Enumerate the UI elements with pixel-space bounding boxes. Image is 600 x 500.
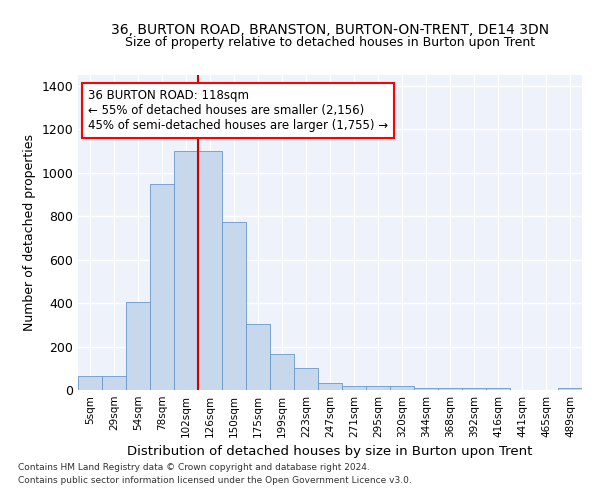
X-axis label: Distribution of detached houses by size in Burton upon Trent: Distribution of detached houses by size … (127, 446, 533, 458)
Bar (558, 388, 582, 390)
Text: 36 BURTON ROAD: 118sqm
← 55% of detached houses are smaller (2,156)
45% of semi-: 36 BURTON ROAD: 118sqm ← 55% of detached… (88, 89, 388, 132)
Text: Contains HM Land Registry data © Crown copyright and database right 2024.: Contains HM Land Registry data © Crown c… (18, 464, 370, 472)
Bar (486, 388, 510, 390)
Bar (198, 151, 222, 390)
Bar (222, 222, 246, 390)
Bar (270, 354, 294, 390)
Bar (294, 368, 318, 390)
Bar (126, 302, 150, 390)
Bar (414, 388, 438, 390)
Text: 36, BURTON ROAD, BRANSTON, BURTON-ON-TRENT, DE14 3DN: 36, BURTON ROAD, BRANSTON, BURTON-ON-TRE… (111, 22, 549, 36)
Y-axis label: Number of detached properties: Number of detached properties (23, 134, 36, 331)
Bar (390, 386, 414, 390)
Bar (366, 386, 390, 390)
Text: Size of property relative to detached houses in Burton upon Trent: Size of property relative to detached ho… (125, 36, 535, 49)
Bar (318, 383, 342, 390)
Bar (150, 184, 174, 390)
Bar (342, 386, 366, 390)
Bar (246, 324, 270, 390)
Bar (174, 151, 198, 390)
Bar (438, 388, 462, 390)
Text: Contains public sector information licensed under the Open Government Licence v3: Contains public sector information licen… (18, 476, 412, 485)
Bar (78, 376, 102, 390)
Bar (102, 376, 126, 390)
Bar (462, 388, 486, 390)
